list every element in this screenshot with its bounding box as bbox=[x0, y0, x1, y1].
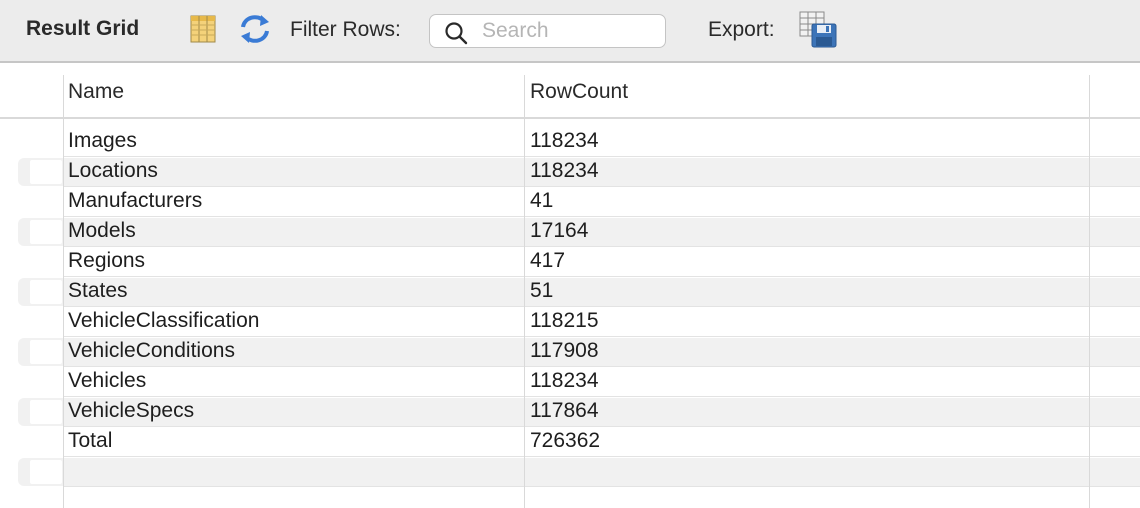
cell-name[interactable]: Images bbox=[68, 129, 137, 152]
table-row[interactable]: VehicleSpecs 117864 bbox=[0, 397, 1140, 427]
refresh-icon[interactable] bbox=[238, 13, 272, 45]
row-separator bbox=[64, 336, 1140, 337]
cell-name[interactable]: States bbox=[68, 279, 128, 302]
cell-rowcount[interactable]: 51 bbox=[530, 279, 554, 302]
cell-rowcount[interactable]: 118234 bbox=[530, 369, 599, 392]
row-separator bbox=[64, 426, 1140, 427]
table-row[interactable]: Manufacturers 41 bbox=[0, 187, 1140, 217]
row-background bbox=[18, 338, 1140, 366]
row-selector[interactable] bbox=[30, 340, 62, 364]
grid-view-icon[interactable] bbox=[190, 15, 216, 43]
cell-name[interactable]: VehicleSpecs bbox=[68, 399, 195, 422]
filter-rows-label: Filter Rows: bbox=[290, 18, 401, 41]
row-separator bbox=[64, 456, 1140, 457]
table-row[interactable]: Models 17164 bbox=[0, 217, 1140, 247]
row-background bbox=[18, 248, 1140, 276]
export-label: Export: bbox=[708, 18, 775, 41]
search-icon bbox=[444, 21, 468, 45]
table-row[interactable]: Locations 118234 bbox=[0, 157, 1140, 187]
export-save-icon[interactable] bbox=[799, 11, 839, 49]
result-grid-toolbar: Result Grid Filter Rows: Expo bbox=[0, 0, 1140, 63]
search-input[interactable] bbox=[482, 17, 660, 45]
row-background bbox=[18, 278, 1140, 306]
table-row[interactable]: States 51 bbox=[0, 277, 1140, 307]
row-separator bbox=[64, 396, 1140, 397]
row-separator bbox=[64, 276, 1140, 277]
cell-rowcount[interactable]: 117908 bbox=[530, 339, 599, 362]
column-header-rowcount[interactable]: RowCount bbox=[530, 80, 629, 103]
row-selector[interactable] bbox=[30, 280, 62, 304]
row-background bbox=[18, 218, 1140, 246]
table-row[interactable]: Total 726362 bbox=[0, 427, 1140, 457]
row-separator bbox=[64, 246, 1140, 247]
cell-name[interactable]: Locations bbox=[68, 159, 158, 182]
cell-name[interactable]: Vehicles bbox=[68, 369, 147, 392]
row-selector[interactable] bbox=[30, 400, 62, 424]
cell-rowcount[interactable]: 417 bbox=[530, 249, 566, 272]
table-row[interactable] bbox=[0, 457, 1140, 487]
row-selector[interactable] bbox=[30, 220, 62, 244]
row-separator bbox=[64, 366, 1140, 367]
cell-rowcount[interactable]: 118234 bbox=[530, 129, 599, 152]
row-selector[interactable] bbox=[30, 460, 62, 484]
column-divider[interactable] bbox=[524, 75, 525, 508]
cell-name[interactable]: Manufacturers bbox=[68, 189, 203, 212]
result-grid-table[interactable]: Name RowCount Images 118234 Locations 11823… bbox=[0, 65, 1140, 508]
row-background bbox=[18, 458, 1140, 486]
cell-name[interactable]: VehicleConditions bbox=[68, 339, 235, 362]
search-field[interactable] bbox=[429, 14, 666, 48]
cell-name[interactable]: VehicleClassification bbox=[68, 309, 260, 332]
cell-rowcount[interactable]: 726362 bbox=[530, 429, 601, 452]
cell-rowcount[interactable]: 17164 bbox=[530, 219, 589, 242]
cell-name[interactable]: Regions bbox=[68, 249, 146, 272]
result-grid-title: Result Grid bbox=[26, 17, 140, 40]
row-separator bbox=[64, 186, 1140, 187]
row-background bbox=[18, 398, 1140, 426]
row-background bbox=[18, 158, 1140, 186]
cell-rowcount[interactable]: 118234 bbox=[530, 159, 599, 182]
row-selector[interactable] bbox=[30, 160, 62, 184]
row-separator bbox=[64, 306, 1140, 307]
cell-rowcount[interactable]: 118215 bbox=[530, 309, 599, 332]
cell-rowcount[interactable]: 41 bbox=[530, 189, 554, 212]
row-separator bbox=[64, 486, 1140, 487]
cell-rowcount[interactable]: 117864 bbox=[530, 399, 599, 422]
cell-name[interactable]: Total bbox=[68, 429, 113, 452]
row-separator bbox=[64, 156, 1140, 157]
table-row[interactable]: Vehicles 118234 bbox=[0, 367, 1140, 397]
table-row[interactable]: VehicleClassification 118215 bbox=[0, 307, 1140, 337]
column-divider[interactable] bbox=[1089, 75, 1090, 508]
table-header-row: Name RowCount bbox=[0, 65, 1140, 119]
table-row[interactable]: VehicleConditions 117908 bbox=[0, 337, 1140, 367]
column-divider bbox=[63, 75, 64, 508]
table-row[interactable]: Images 118234 bbox=[0, 127, 1140, 157]
cell-name[interactable]: Models bbox=[68, 219, 136, 242]
table-row[interactable]: Regions 417 bbox=[0, 247, 1140, 277]
row-separator bbox=[64, 216, 1140, 217]
column-header-name[interactable]: Name bbox=[68, 80, 125, 103]
